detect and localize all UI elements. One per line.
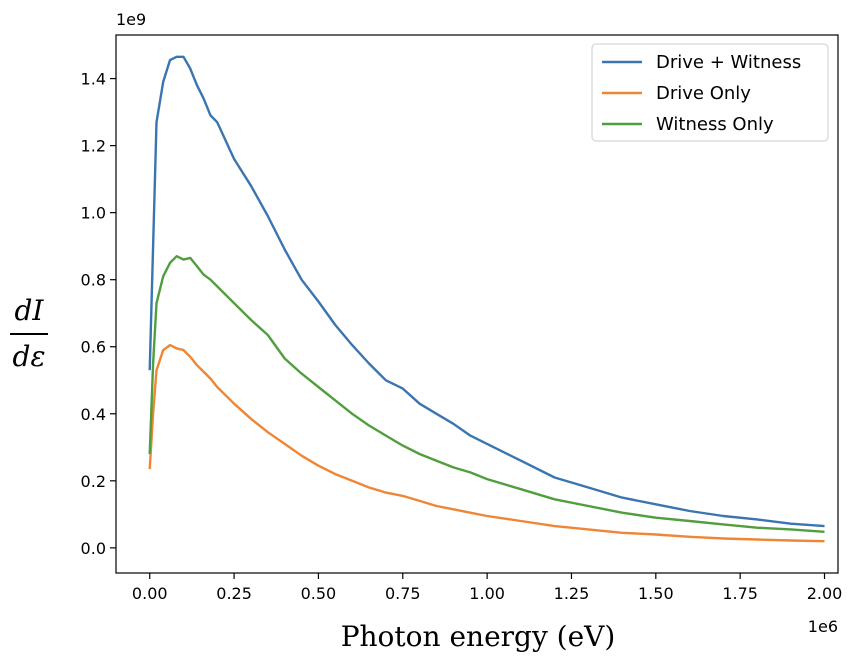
x-tick-label: 0.75	[385, 584, 421, 603]
x-tick-label: 2.00	[807, 584, 843, 603]
x-tick-label: 0.50	[301, 584, 337, 603]
x-tick-label: 0.00	[132, 584, 168, 603]
legend-box	[591, 43, 829, 142]
x-tick-label: 1.25	[554, 584, 590, 603]
x-axis-label: Photon energy (eV)	[341, 620, 616, 653]
y-tick-label: 0.0	[81, 539, 106, 558]
x-tick-label: 0.25	[216, 584, 252, 603]
legend: Drive + Witness Drive Only Witness Only	[591, 43, 829, 142]
y-axis-label-denominator: dε	[13, 340, 46, 373]
y-tick-label: 0.2	[81, 472, 106, 491]
x-tick-label: 1.75	[722, 584, 758, 603]
legend-label: Drive + Witness	[656, 52, 801, 73]
x-offset-text: 1e6	[808, 617, 838, 636]
x-tick-label: 1.00	[469, 584, 505, 603]
y-tick-label: 0.6	[81, 338, 106, 357]
x-axis-ticks: 0.00 0.25 0.50 0.75 1.00 1.25 1.50 1.75 2.00	[132, 573, 842, 603]
y-axis-ticks: 0.0 0.2 0.4 0.6 0.8 1.0 1.2 1.4	[81, 70, 116, 558]
y-tick-label: 0.4	[81, 405, 106, 424]
y-offset-text: 1e9	[116, 10, 146, 29]
y-tick-label: 0.8	[81, 271, 106, 290]
y-tick-label: 1.0	[81, 204, 106, 223]
x-tick-label: 1.50	[638, 584, 674, 603]
legend-label: Witness Only	[656, 114, 774, 135]
series-layer	[148, 55, 825, 543]
series-line-drive-only	[148, 343, 825, 543]
series-line-drive-witness	[148, 55, 825, 528]
plot-frame	[115, 34, 839, 574]
y-tick-label: 1.4	[81, 70, 106, 89]
series-line-witness-only	[148, 255, 825, 533]
y-axis-label-numerator: dI	[15, 294, 45, 327]
legend-label: Drive Only	[656, 83, 751, 104]
y-tick-label: 1.2	[81, 137, 106, 156]
